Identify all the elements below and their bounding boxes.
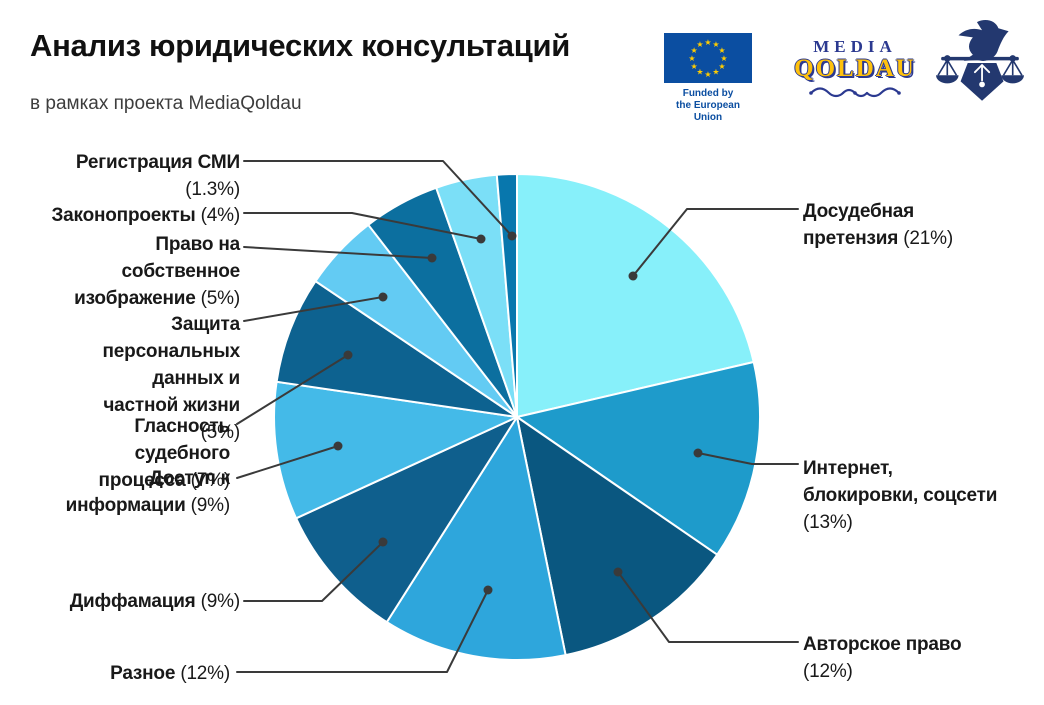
eu-star-icon: ★ [691,62,698,71]
label-dostup-k-informacii: Доступ к информации (9%) [65,468,231,516]
eu-star-icon: ★ [718,46,725,55]
leader-line-4 [243,541,384,602]
leader-dot-3 [483,585,493,595]
label-raznoe: Разное (12%) [110,663,230,684]
eu-caption: Funded by the European Union [664,88,752,124]
leader-dot-1 [693,448,703,458]
eu-star-icon: ★ [696,40,703,49]
eu-star-icon: ★ [712,40,719,49]
label-internet-blokirovki-socseti: Интернет, блокировки, соцсети (13%) [803,458,998,533]
leader-line-10 [243,160,513,237]
eu-star-icon: ★ [688,54,695,63]
pie-slice-6 [275,280,518,418]
eu-star-icon: ★ [696,68,703,77]
pie-slice-1 [516,361,761,556]
label-zashchita-personalnyh-dannyh: Защита персональных данных и частной жиз… [102,314,241,443]
pie-slice-5 [273,380,518,520]
pie-slice-2 [516,416,719,657]
eu-star-icon: ★ [712,68,719,77]
label-registraciya-smi: Регистрация СМИ (1.3%) [75,152,240,200]
leader-line-1 [697,452,799,465]
eu-star-icon: ★ [691,46,698,55]
label-diffamaciya: Диффамация (9%) [69,591,240,612]
media-qoldau-word-qoldau: QOLDAU [794,55,916,82]
eu-funding-logo: ★ ★ ★ ★ ★ ★ ★ ★ ★ ★ ★ ★ Funded by the European Unio… [664,33,752,124]
leader-dot-10 [507,231,517,241]
media-qoldau-word-media: MEDIA [813,37,897,56]
leader-dot-9 [476,234,486,244]
eu-star-icon: ★ [704,70,711,79]
pie-slice-4 [295,416,518,624]
label-glasnost-sudebnogo-processa: Гласность судебного процесса (7%) [98,416,231,491]
leader-dot-8 [427,253,437,263]
leader-dot-0 [628,271,638,281]
leader-line-2 [617,571,799,643]
label-pravo-na-sobstvennoe-izobrazhenie: Право на собственное изображение (5%) [74,234,240,309]
leader-line-8 [243,246,433,259]
pie-slice-3 [385,416,567,661]
label-avtorskoe-pravo: Авторское право (12%) [803,634,962,682]
press-freedom-emblem-icon [936,20,1024,101]
label-zakonoproekty: Законопроекты (4%) [51,205,240,226]
leader-line-0 [632,208,799,277]
leader-dot-2 [613,567,623,577]
eu-caption-line1: Funded by [682,88,734,99]
bird-silhouette [958,20,1009,61]
label-dosudebnaya-pretenziya: Досудебная претензия (21%) [803,201,953,249]
page-subtitle: в рамках проекта MediaQoldau [30,93,302,114]
media-qoldau-logo: MEDIA QOLDAU [792,37,918,101]
leader-line-5 [236,445,339,479]
eu-star-icon: ★ [720,54,727,63]
leader-dot-6 [343,350,353,360]
eu-star-icon: ★ [704,38,711,47]
leader-line-7 [243,296,384,322]
flourish-ornament-icon [809,87,901,98]
leader-dot-4 [378,537,388,547]
leader-line-9 [243,212,482,240]
eu-caption-line2: the European Union [676,100,740,123]
leader-line-3 [236,589,489,673]
leader-dot-5 [333,441,343,451]
page-title: Анализ юридических консультаций [30,28,570,63]
leader-dot-7 [378,292,388,302]
eu-flag-icon: ★ ★★★★★★★★★★★ [664,33,752,83]
eu-star-icon: ★ [718,62,725,71]
pie-slice-0 [516,173,755,418]
leader-line-6 [236,354,349,425]
